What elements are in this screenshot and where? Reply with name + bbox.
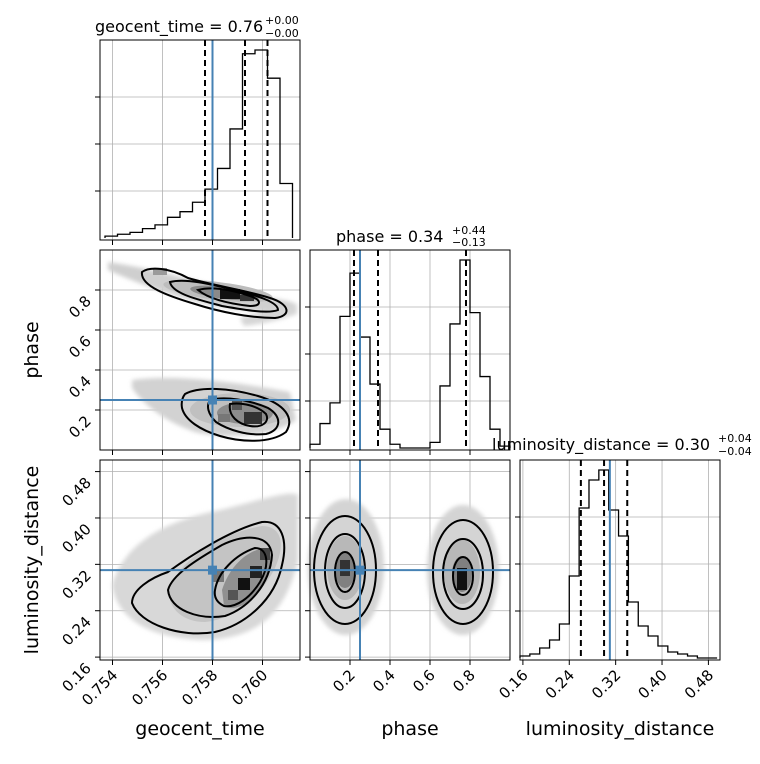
panel-phase-vs-geocent-time: 0.2 0.4 0.6 0.8	[65, 249, 301, 455]
x-tick-label: 0.756	[128, 666, 171, 709]
x-axis-label-phase: phase	[381, 718, 438, 740]
panel-frame	[99, 249, 301, 451]
panel-frame	[99, 39, 301, 241]
panel-luminosity-distance-vs-phase: 0.2 0.4 0.6 0.8	[305, 459, 511, 696]
x-tick-label: 0.758	[178, 666, 221, 709]
x-tick-label: 0.760	[228, 666, 271, 709]
y-axis-label-luminosity-distance: luminosity_distance	[21, 466, 43, 655]
y-axis-label-phase: phase	[21, 321, 43, 378]
x-tick-label: 0.32	[588, 666, 624, 702]
y-tick-label: 0.32	[58, 566, 94, 602]
geocent-time-title-sup: +0.00	[265, 14, 299, 27]
y-tick-label: 0.24	[58, 613, 94, 649]
x-tick-label: 0.6	[409, 666, 439, 696]
y-tick-label: 0.2	[65, 412, 95, 442]
y-tick-label: 0.4	[65, 372, 95, 402]
geocent-time-title-sub: −0.00	[265, 27, 299, 40]
phase-title: phase = 0.34	[336, 227, 443, 246]
contours-phase-vs-geocent-time	[140, 267, 291, 442]
panel-phase-hist: phase = 0.34 +0.44 −0.13	[305, 224, 511, 455]
phase-title-sub: −0.13	[452, 236, 486, 249]
panel-frame	[309, 459, 511, 661]
y-tick-label: 0.48	[58, 474, 94, 510]
panel-geocent-time-hist: geocent_time = 0.76 +0.00 −0.00	[95, 14, 301, 245]
panel-luminosity-distance-hist: 0.16 0.24 0.32 0.40 0.48 luminosity_distance…	[492, 432, 752, 702]
phase-title-sup: +0.44	[452, 224, 486, 237]
x-axis-label-luminosity-distance: luminosity_distance	[526, 718, 715, 740]
x-tick-label: 0.16	[495, 666, 531, 702]
y-tick-label: 0.6	[65, 332, 95, 362]
panel-frame	[519, 459, 721, 661]
y-tick-label: 0.8	[65, 292, 95, 322]
x-tick-label: 0.2	[329, 666, 359, 696]
x-axis-label-geocent-time: geocent_time	[135, 718, 264, 740]
truth-marker	[208, 395, 217, 405]
histogram-phase	[309, 259, 511, 449]
x-tick-label: 0.48	[681, 666, 717, 702]
panel-frame	[309, 249, 511, 451]
x-tick-label: 0.40	[635, 666, 671, 702]
y-tick-label: 0.40	[58, 520, 94, 556]
histogram-geocent_time	[104, 49, 294, 238]
histogram-luminosity_distance	[519, 469, 718, 659]
luminosity-distance-title-sub: −0.04	[718, 445, 752, 458]
truth-marker	[208, 565, 217, 575]
luminosity-distance-title: luminosity_distance = 0.30	[492, 435, 710, 455]
contours-ld-vs-geocent-time	[130, 520, 286, 635]
truth-marker	[355, 565, 365, 575]
x-tick-label: 0.24	[542, 666, 578, 702]
panel-frame	[99, 459, 301, 661]
x-tick-label: 0.8	[449, 666, 479, 696]
luminosity-distance-title-sup: +0.04	[718, 432, 752, 445]
geocent-time-title: geocent_time = 0.76	[95, 17, 263, 37]
x-tick-label: 0.4	[369, 666, 399, 696]
